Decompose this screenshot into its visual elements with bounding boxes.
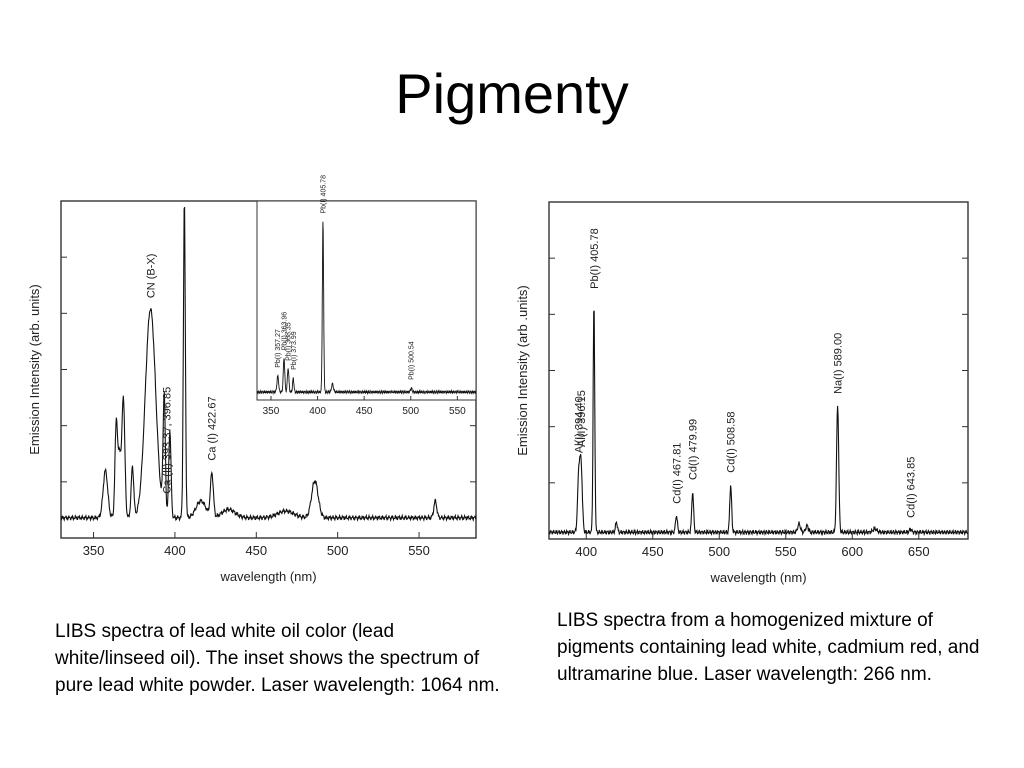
inset-xtick-label: 500 xyxy=(402,406,419,417)
right-spectrum-line xyxy=(548,310,969,537)
left-x-axis-label: wavelength (nm) xyxy=(219,569,316,584)
right-frame xyxy=(548,201,969,540)
left-xtick-label: 450 xyxy=(245,543,267,558)
right-peak-label: Al(I) 396.15 xyxy=(576,390,588,447)
left-xtick-label: 500 xyxy=(327,543,349,558)
right-xtick-label: 400 xyxy=(575,544,597,559)
inset-xtick-label: 400 xyxy=(309,406,326,417)
inset-xtick-label: 550 xyxy=(449,406,466,417)
right-xtick-label: 650 xyxy=(908,544,930,559)
left-spectrum-line xyxy=(60,206,477,523)
right-peak-label: Cd(I) 508.58 xyxy=(726,412,738,473)
inset-xtick-label: 350 xyxy=(263,406,280,417)
left-peak-label: Ca (II) 393.37, 396.85 xyxy=(162,387,174,494)
inset-frame xyxy=(256,200,477,401)
right-xtick-label: 500 xyxy=(708,544,730,559)
left-xtick-label: 400 xyxy=(164,543,186,558)
caption-right: LIBS spectra from a homogenized mixture … xyxy=(557,610,980,685)
inset-peak-label: Pb(I) 368.35 xyxy=(286,322,293,361)
right-peak-label: Al(I) 394.40 xyxy=(574,396,586,453)
right-x-axis-label: wavelength (nm) xyxy=(709,570,806,585)
slide-title: Pigmenty xyxy=(395,62,629,125)
right-y-axis-label: Emission Intensity (arb .units) xyxy=(515,285,530,456)
right-peak-label: Cd(I) 467.81 xyxy=(671,443,683,504)
left-peak-label: Ca (I) 422.67 xyxy=(207,396,219,460)
right-xtick-label: 600 xyxy=(841,544,863,559)
left-xtick-label: 350 xyxy=(83,543,105,558)
left-peak-label: CN (B-X) xyxy=(145,254,157,299)
right-peak-label: Pb(I) 405.78 xyxy=(589,228,601,289)
inset-peak-label: Pb(I) 373.99 xyxy=(291,331,298,370)
right-peak-label: Cd(I) 479.99 xyxy=(687,419,699,480)
caption-left: LIBS spectra of lead white oil color (le… xyxy=(55,621,500,696)
right-peak-label: Cd(I) 643.85 xyxy=(905,457,917,518)
inset-peak-label: Pb(I) 405.78 xyxy=(320,175,327,214)
chart-left-svg: 350 400 450 500 550 CN (B-X) Ca (II) 393.37, 3… xyxy=(27,175,477,584)
right-xtick-label: 450 xyxy=(642,544,664,559)
right-xtick-label: 550 xyxy=(775,544,797,559)
inset-peak-label: Pb(I) 357.27 xyxy=(275,329,282,368)
inset-peak-label: Pb(I) 500.54 xyxy=(409,341,416,380)
libs-chart-pigment-mixture: 400 450 500 550 600 650 Al(I) 394.40 Al(I) 396.… xyxy=(515,195,980,600)
inset-peak-label: Pb(I) 363.96 xyxy=(281,312,288,351)
inset-spectrum-line xyxy=(256,221,477,396)
left-y-axis-label: Emission Intensity (arb. units) xyxy=(27,284,42,455)
inset-xtick-label: 450 xyxy=(356,406,373,417)
libs-chart-lead-white-oil: 350 400 450 500 550 CN (B-X) Ca (II) 393.37, 3… xyxy=(20,175,490,595)
left-xtick-label: 550 xyxy=(408,543,430,558)
right-peak-label: Na(I) 589.00 xyxy=(832,333,844,394)
